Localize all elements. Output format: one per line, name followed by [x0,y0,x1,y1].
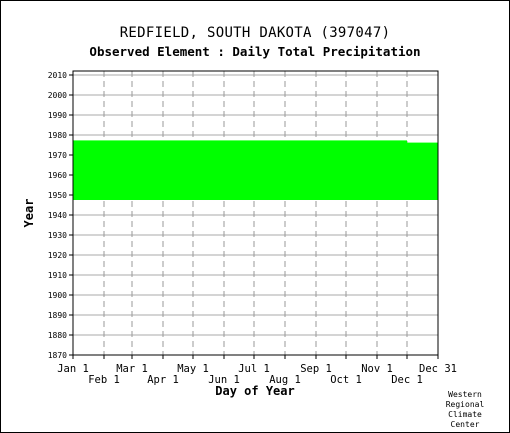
y-tick-label: 1990 [48,111,67,120]
y-tick-label: 1980 [48,131,67,140]
x-tick-label: Dec 1 [391,374,423,386]
x-tick-label: Jan 1 [57,363,89,375]
data-block [407,142,438,200]
x-tick-label: Dec 31 [419,363,457,375]
x-tick-label: Nov 1 [361,363,393,375]
x-tick-label: Jul 1 [238,363,270,375]
x-tick-label: Sep 1 [300,363,332,375]
y-tick-label: 1970 [48,151,67,160]
x-tick-label: Aug 1 [269,374,301,386]
y-tick-label: 1960 [48,171,67,180]
chart-title: REDFIELD, SOUTH DAKOTA (397047) [119,25,391,41]
credit-line: Regional [445,400,485,409]
x-tick-label: Apr 1 [147,374,179,386]
x-tick-label: May 1 [177,363,209,375]
y-tick-label: 1930 [48,231,67,240]
y-axis-label: Year [22,199,36,228]
x-tick-label: Jun 1 [208,374,240,386]
x-tick-label: Feb 1 [88,374,120,386]
chart-subtitle: Observed Element : Daily Total Precipita… [89,44,421,59]
data-block [73,140,407,200]
tick-layer: 1870 1880 1890 1900 1910 1920 1930 1940 1950 1960… [48,71,457,386]
credit-line: Center [450,420,480,429]
y-tick-label: 1950 [48,191,67,200]
y-tick-label: 1910 [48,271,67,280]
data-layer [73,140,438,200]
y-tick-label: 2010 [48,71,67,80]
x-tick-label: Oct 1 [330,374,362,386]
x-axis-label: Day of Year [215,384,294,398]
grid-layer [73,71,438,356]
y-tick-label: 1890 [48,311,67,320]
y-tick-label: 2000 [48,91,67,100]
y-tick-label: 1900 [48,291,67,300]
credit-line: Climate [448,410,482,419]
y-tick-label: 1870 [48,351,67,360]
y-tick-label: 1920 [48,251,67,260]
y-tick-label: 1940 [48,211,67,220]
x-tick-label: Mar 1 [116,363,148,375]
credit-line: Western [448,390,482,399]
wrcc-credit: Western Regional Climate Center [435,390,495,430]
y-tick-label: 1880 [48,331,67,340]
plot-border [72,70,439,356]
